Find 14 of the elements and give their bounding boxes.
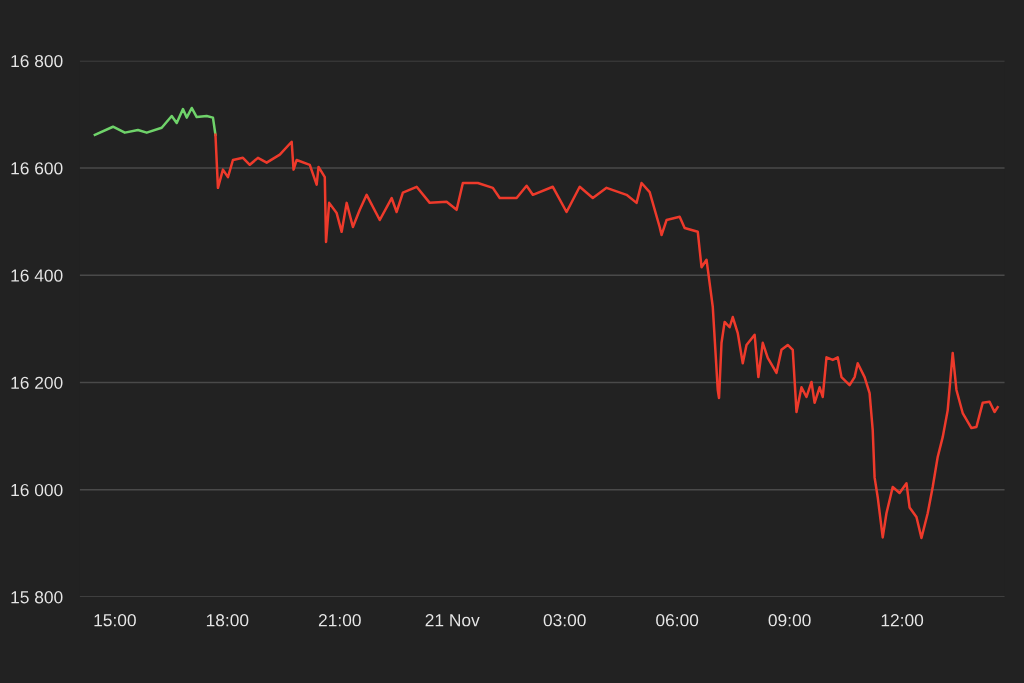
x-tick-label: 09:00 xyxy=(768,614,811,627)
x-tick-label: 15:00 xyxy=(94,614,136,627)
y-tick-label: 16 000 xyxy=(11,483,63,497)
x-tick-label: 21:00 xyxy=(318,614,361,627)
x-tick-label: 12:00 xyxy=(881,614,924,627)
x-tick-label: 21 Nov xyxy=(425,614,480,627)
y-tick-label: 16 200 xyxy=(11,376,63,389)
x-tick-label: 18:00 xyxy=(206,614,249,627)
x-tick-label: 06:00 xyxy=(656,614,699,627)
y-tick-label: 15 800 xyxy=(11,591,63,604)
y-tick-label: 16 600 xyxy=(11,162,63,175)
x-tick-label: 03:00 xyxy=(543,614,586,627)
y-tick-label: 16 400 xyxy=(11,269,63,282)
y-tick-label: 16 800 xyxy=(11,54,63,68)
